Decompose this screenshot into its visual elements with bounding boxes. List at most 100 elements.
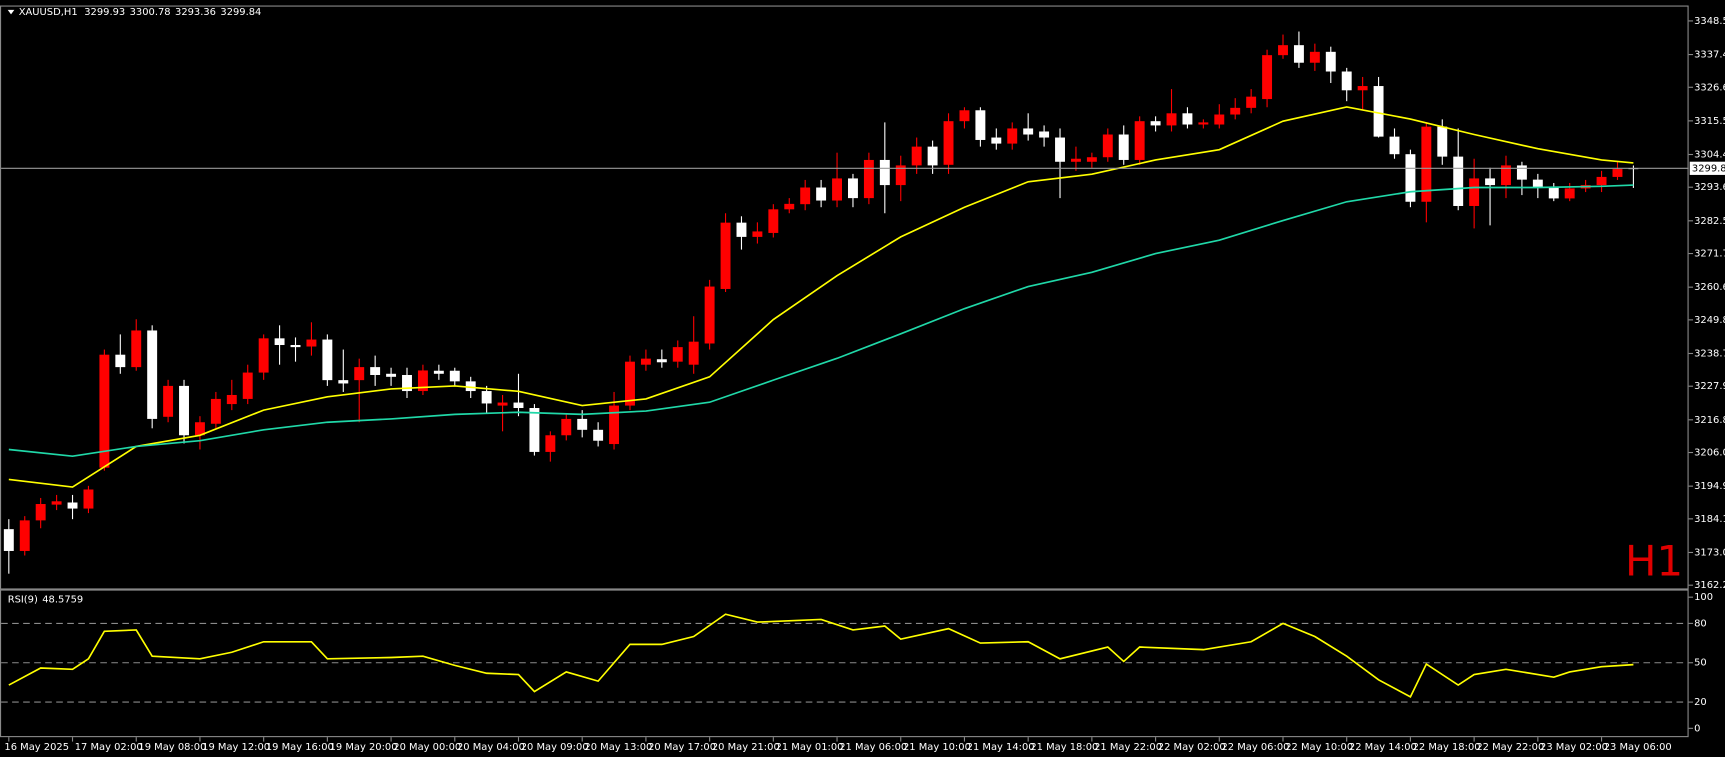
candle-body — [67, 502, 78, 509]
candle-body — [242, 372, 253, 399]
y-tick-label: 3260.60 — [1694, 282, 1725, 293]
candle-body — [433, 370, 444, 374]
candle-body — [688, 341, 699, 365]
x-tick-label: 22 May 06:00 — [1221, 742, 1289, 753]
candle-body — [402, 374, 412, 392]
candle-body — [3, 529, 14, 551]
moving-average — [8, 106, 1634, 488]
candle-body — [800, 187, 811, 205]
x-tick-label: 20 May 04:00 — [457, 742, 525, 753]
candle-body — [784, 203, 795, 210]
candle-body — [1150, 121, 1161, 126]
candle-body — [258, 338, 269, 373]
y-tick-label: 3216.80 — [1694, 415, 1725, 426]
y-tick-label: 3271.70 — [1694, 249, 1725, 260]
x-tick-label: 21 May 18:00 — [1030, 742, 1098, 753]
candle-body — [895, 165, 906, 186]
x-tick-label: 22 May 10:00 — [1285, 742, 1353, 753]
y-tick-label: 100 — [1694, 592, 1713, 603]
candle-body — [179, 385, 189, 436]
y-tick-label: 3326.60 — [1694, 82, 1725, 93]
candle-body — [19, 520, 30, 551]
candle-body — [1007, 128, 1018, 144]
rsi-line — [8, 613, 1634, 698]
y-tick-label: 80 — [1694, 618, 1707, 629]
candle-body — [338, 380, 349, 384]
candle-body — [1357, 86, 1368, 91]
candle-body — [322, 339, 333, 381]
y-tick-label: 3315.50 — [1694, 116, 1725, 127]
x-tick-label: 20 May 21:00 — [712, 742, 780, 753]
candle-body — [1421, 126, 1432, 202]
candle-body — [1086, 157, 1097, 162]
candle-body — [1278, 45, 1288, 56]
y-tick-label: 0 — [1694, 723, 1700, 734]
rsi-panel-frame — [0, 589, 1689, 738]
candle-body — [449, 370, 460, 382]
candle-body — [1246, 96, 1257, 108]
x-tick-label: 19 May 12:00 — [202, 742, 270, 753]
rsi-current: 48.5759 — [42, 594, 83, 605]
x-tick-label: 19 May 08:00 — [138, 742, 206, 753]
candle-body — [1453, 156, 1464, 206]
candle-body — [609, 405, 620, 445]
x-tick-label: 22 May 22:00 — [1476, 742, 1544, 753]
candle-body — [354, 367, 365, 381]
x-tick-label: 23 May 02:00 — [1540, 742, 1608, 753]
moving-average — [8, 184, 1634, 457]
candle-body — [226, 394, 237, 405]
candle-body — [1055, 137, 1065, 162]
x-tick-label: 19 May 20:00 — [330, 742, 398, 753]
y-tick-label: 3238.70 — [1694, 348, 1725, 359]
candle-body — [577, 418, 588, 430]
candle-body — [1612, 169, 1623, 177]
candle-body — [306, 339, 317, 347]
candle-body — [1596, 176, 1607, 186]
y-tick-label: 20 — [1694, 697, 1707, 708]
x-tick-label: 22 May 18:00 — [1413, 742, 1481, 753]
chart-header: XAUUSD,H1 3299.93 3300.78 3293.36 3299.84 — [19, 7, 262, 18]
candle-body — [465, 381, 476, 392]
x-tick-label: 22 May 02:00 — [1158, 742, 1226, 753]
menu-arrow[interactable] — [7, 9, 15, 15]
candle-body — [1293, 45, 1304, 63]
candle-body — [274, 338, 285, 346]
candle-body — [1564, 188, 1575, 199]
x-tick-label: 23 May 06:00 — [1604, 742, 1672, 753]
x-tick-label: 20 May 09:00 — [521, 742, 589, 753]
candle-body — [1166, 113, 1177, 126]
candle-body — [672, 347, 683, 362]
candle-body — [1230, 107, 1241, 115]
x-tick-label: 20 May 13:00 — [584, 742, 652, 753]
y-tick-label: 3348.50 — [1694, 16, 1725, 27]
candle-body — [35, 504, 46, 521]
candle-body — [1548, 187, 1559, 199]
candle-body — [147, 330, 158, 419]
candle-body — [1198, 122, 1209, 125]
x-tick-label: 21 May 10:00 — [903, 742, 971, 753]
y-tick-label: 3304.40 — [1694, 149, 1725, 160]
y-tick-label: 3162.20 — [1694, 580, 1725, 591]
y-tick-label: 3282.50 — [1694, 216, 1725, 227]
candle-body — [210, 398, 221, 424]
candle-body — [879, 159, 890, 186]
candle-body — [1214, 114, 1225, 125]
y-tick-label: 3249.80 — [1694, 315, 1725, 326]
candle-body — [656, 359, 667, 363]
candle-body — [943, 121, 954, 165]
candle-body — [1341, 71, 1352, 91]
candle-body — [529, 408, 540, 452]
header-high: 3300.78 — [130, 7, 171, 18]
header-open: 3299.93 — [84, 7, 125, 18]
x-tick-label: 20 May 00:00 — [393, 742, 461, 753]
candle-body — [370, 367, 381, 375]
candle-body — [1389, 136, 1400, 155]
candle-body — [51, 501, 62, 505]
candle-body — [768, 209, 779, 233]
y-tick-label: 3194.90 — [1694, 481, 1725, 492]
candle-body — [1532, 179, 1543, 188]
candle-body — [720, 222, 731, 289]
candle-body — [194, 422, 205, 436]
